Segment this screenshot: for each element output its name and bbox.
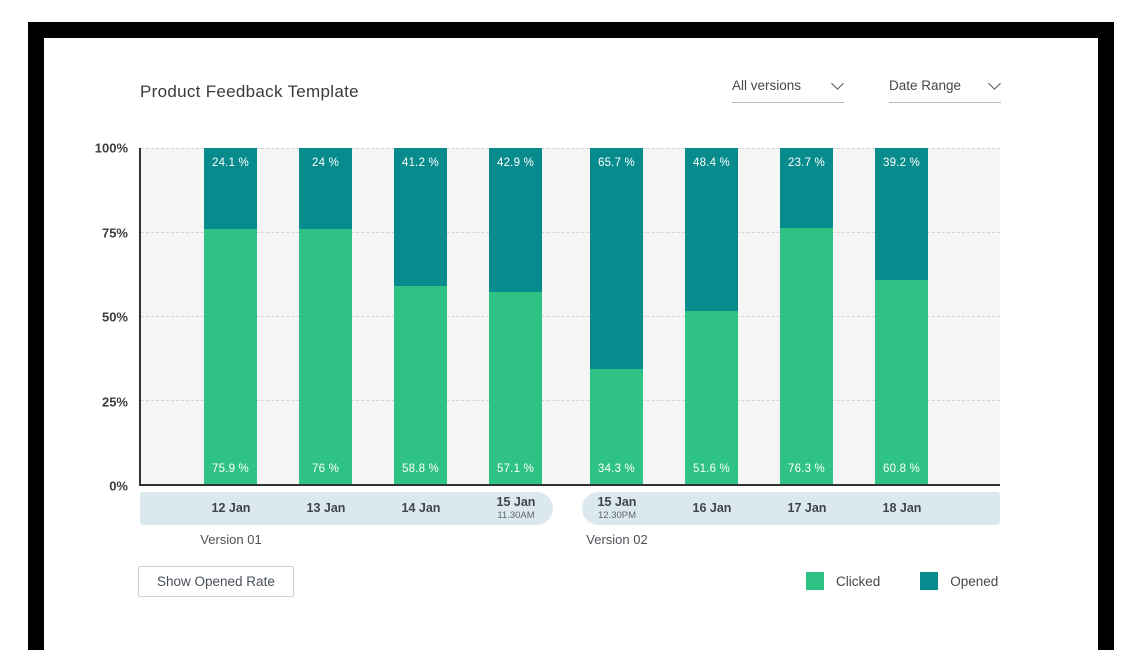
bar-segment-clicked[interactable]: 60.8 %: [875, 279, 928, 484]
bar-segment-clicked[interactable]: 76 %: [299, 228, 352, 484]
versions-dropdown-label: All versions: [732, 78, 802, 93]
bar-segment-clicked[interactable]: 58.8 %: [394, 286, 447, 484]
bar-value-label: 76.3 %: [787, 462, 825, 475]
date-label-main: 16 Jan: [692, 501, 732, 516]
date-label-main: 18 Jan: [882, 501, 922, 516]
stacked-bar: 24.1 % 75.9 %: [204, 148, 257, 484]
chevron-down-icon: [988, 77, 1001, 90]
date-label: 16 Jan: [667, 492, 757, 525]
bar-value-label: 60.8 %: [882, 462, 920, 475]
plot-area: 24.1 % 75.9 % 24 % 76 % 41.2 % 58.8 % 42.9 % 57…: [139, 148, 1000, 486]
bar-value-label: 75.9 %: [211, 462, 249, 475]
legend-label: Opened: [950, 573, 999, 589]
bar-value-label: 24 %: [311, 157, 339, 169]
stacked-bar: 39.2 % 60.8 %: [875, 148, 928, 484]
legend-item: Clicked: [806, 572, 880, 590]
stacked-bar: 48.4 % 51.6 %: [685, 148, 738, 484]
stacked-bar: 42.9 % 57.1 %: [489, 148, 542, 484]
date-label-main: 15 Jan: [496, 495, 536, 510]
x-axis: 12 Jan 13 Jan 14 Jan 15 Jan 11.30AM 15 Jan 12…: [140, 492, 1000, 525]
bar-segment-opened[interactable]: 65.7 %: [590, 148, 643, 369]
bar-segment-opened[interactable]: 23.7 %: [780, 148, 833, 228]
date-label: 12 Jan: [186, 492, 276, 525]
date-range-dropdown-label: Date Range: [889, 78, 962, 93]
legend-label: Clicked: [836, 573, 881, 589]
bar-value-label: 34.3 %: [597, 462, 635, 475]
date-label: 17 Jan: [762, 492, 852, 525]
gridline: [141, 316, 1000, 317]
bar-value-label: 48.4 %: [692, 157, 730, 169]
legend-item: Opened: [920, 572, 998, 590]
stacked-bar: 24 % 76 %: [299, 148, 352, 484]
date-label-sub: 11.30AM: [497, 509, 535, 521]
bar-segment-opened[interactable]: 24.1 %: [204, 148, 257, 229]
stacked-bar: 23.7 % 76.3 %: [780, 148, 833, 484]
date-label-main: 13 Jan: [306, 501, 346, 516]
date-label-main: 15 Jan: [597, 495, 637, 510]
bar-value-label: 42.9 %: [496, 157, 534, 169]
date-range-dropdown[interactable]: Date Range: [889, 77, 1001, 103]
x-axis-band-version-02: 15 Jan 12.30PM 16 Jan 17 Jan 18 Jan: [582, 492, 1000, 525]
bar-value-label: 41.2 %: [401, 157, 439, 169]
bar-segment-opened[interactable]: 42.9 %: [489, 148, 542, 293]
version-row: Version 01 Version 02: [140, 532, 1000, 548]
bar-value-label: 24.1 %: [211, 157, 249, 169]
bar-segment-opened[interactable]: 39.2 %: [875, 148, 928, 280]
bar-segment-opened[interactable]: 24 %: [299, 148, 352, 229]
bar-segment-clicked[interactable]: 75.9 %: [204, 228, 257, 484]
date-label-main: 17 Jan: [787, 501, 827, 516]
chart-legend: Clicked Opened: [806, 572, 998, 590]
bar-value-label: 23.7 %: [787, 157, 825, 169]
bar-segment-clicked[interactable]: 57.1 %: [489, 292, 542, 484]
y-axis: 100% 75% 50% 25% 0%: [56, 141, 128, 494]
date-label: 15 Jan 12.30PM: [572, 492, 662, 525]
gridline: [141, 400, 1000, 401]
bar-segment-clicked[interactable]: 51.6 %: [685, 310, 738, 484]
y-axis-label: 0%: [109, 478, 128, 494]
date-label-main: 14 Jan: [401, 501, 441, 516]
date-label-sub: 12.30PM: [597, 509, 637, 521]
bar-segment-opened[interactable]: 48.4 %: [685, 148, 738, 311]
legend-swatch: [920, 572, 939, 590]
gridline: [141, 232, 1000, 233]
bar-value-label: 65.7 %: [597, 157, 635, 169]
y-axis-label: 100%: [94, 140, 128, 156]
bar-value-label: 58.8 %: [401, 462, 439, 475]
page-title: Product Feedback Template: [140, 82, 359, 101]
bar-value-label: 57.1 %: [496, 462, 534, 475]
bar-value-label: 76 %: [311, 462, 339, 475]
x-axis-band-version-01: 12 Jan 13 Jan 14 Jan 15 Jan 11.30AM: [140, 492, 553, 525]
gridline: [141, 148, 1000, 149]
y-axis-label: 50%: [101, 309, 128, 325]
device-frame: [28, 22, 1114, 650]
version-group-label: Version 01: [200, 532, 262, 547]
bar-segment-clicked[interactable]: 76.3 %: [780, 227, 833, 484]
date-label-main: 12 Jan: [211, 501, 251, 516]
chevron-down-icon: [831, 77, 844, 90]
date-label: 13 Jan: [281, 492, 371, 525]
y-axis-label: 25%: [101, 394, 128, 409]
date-label: 14 Jan: [376, 492, 466, 525]
date-label: 15 Jan 11.30AM: [471, 492, 561, 525]
stacked-bar: 41.2 % 58.8 %: [394, 148, 447, 484]
show-opened-rate-button[interactable]: Show Opened Rate: [138, 566, 294, 597]
legend-swatch: [806, 572, 824, 590]
date-label: 18 Jan: [857, 492, 947, 525]
bar-value-label: 51.6 %: [692, 462, 730, 475]
versions-dropdown[interactable]: All versions: [732, 77, 844, 103]
bar-segment-opened[interactable]: 41.2 %: [394, 148, 447, 287]
bar-segment-clicked[interactable]: 34.3 %: [590, 368, 643, 484]
version-group-label: Version 02: [586, 532, 648, 547]
y-axis-label: 75%: [101, 225, 128, 240]
stacked-bar: 65.7 % 34.3 %: [590, 148, 643, 484]
bar-value-label: 39.2 %: [882, 157, 920, 169]
